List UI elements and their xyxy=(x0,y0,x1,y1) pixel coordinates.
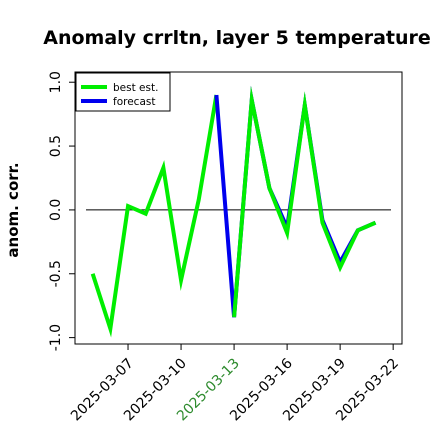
series-line-best-est xyxy=(90,94,219,338)
series-line-best-est-verifying xyxy=(232,85,377,318)
y-tick-label: 0.5 xyxy=(48,135,64,157)
legend-label-best-est: best est. xyxy=(113,82,158,94)
y-axis: -1.0 -0.5 0.0 0.5 1.0 xyxy=(48,71,75,351)
y-tick-label: -1.0 xyxy=(48,324,64,351)
y-tick-label: 0.0 xyxy=(48,199,64,221)
legend-label-forecast: forecast xyxy=(113,96,155,108)
y-axis-label: anom. corr. xyxy=(4,162,22,257)
y-tick-label: 1.0 xyxy=(48,71,64,93)
chart-title: Anomaly crrltn, layer 5 temperature xyxy=(43,27,431,49)
series-layer xyxy=(90,85,377,338)
legend: best est. forecast xyxy=(75,72,171,112)
plot-area xyxy=(74,71,403,345)
y-tick-label: -0.5 xyxy=(48,260,64,287)
legend-box xyxy=(75,72,171,112)
x-axis: 2025-03-072025-03-102025-03-132025-03-16… xyxy=(68,344,402,424)
